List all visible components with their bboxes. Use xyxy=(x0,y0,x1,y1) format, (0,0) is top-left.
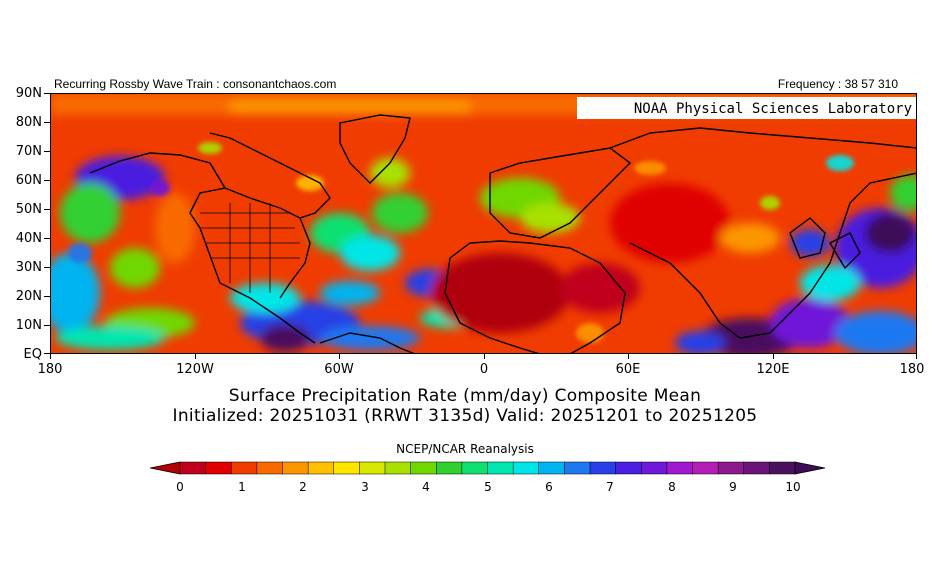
colorbar-label: 1 xyxy=(238,480,246,494)
colorbar-label: 0 xyxy=(176,480,184,494)
lon-tick xyxy=(628,354,629,359)
colorbar-cell xyxy=(179,461,207,475)
colorbar-cell xyxy=(205,461,232,475)
colorbar-cell xyxy=(333,461,360,475)
lat-tick xyxy=(44,238,50,239)
data-source-label: NCEP/NCAR Reanalysis xyxy=(396,442,534,456)
colorbar-cell xyxy=(487,461,514,475)
header-right-text: Frequency : 38 57 310 xyxy=(777,77,898,91)
lon-label-60e: 60E xyxy=(615,362,641,377)
lon-label-0: 0 xyxy=(479,362,489,377)
colorbar-cells xyxy=(150,461,825,475)
colorbar-cell xyxy=(692,461,719,475)
colorbar-cell xyxy=(410,461,437,475)
lon-label-180w: 180 xyxy=(37,362,63,377)
lat-label-10n: 10N xyxy=(15,318,42,333)
noaa-badge-bg xyxy=(577,97,917,119)
lon-tick xyxy=(195,354,196,359)
lon-tick xyxy=(50,354,51,359)
colorbar-cell xyxy=(589,461,617,475)
colorbar-label: 7 xyxy=(606,480,614,494)
lat-label-60n: 60N xyxy=(15,173,42,188)
colorbar-cell xyxy=(256,461,283,475)
map-subtitle: Initialized: 20251031 (RRWT 3135d) Valid… xyxy=(172,406,758,426)
colorbar-label: 2 xyxy=(299,480,307,494)
map-frame xyxy=(50,93,917,354)
colorbar-cell xyxy=(384,461,412,475)
colorbar-cell xyxy=(538,461,565,475)
lat-label-70n: 70N xyxy=(15,144,42,159)
lon-tick xyxy=(916,354,917,359)
lat-label-30n: 30N xyxy=(15,260,42,275)
map-svg: NOAA Physical Sciences Laboratory xyxy=(50,93,917,354)
lat-tick xyxy=(44,209,50,210)
lat-tick xyxy=(44,180,50,181)
lat-tick xyxy=(44,122,50,123)
coastlines xyxy=(89,114,917,354)
colorbar-cell xyxy=(641,461,668,475)
colorbar-over-arrow xyxy=(794,461,825,475)
colorbar-cell xyxy=(564,461,591,475)
colorbar-cell xyxy=(307,461,335,475)
colorbar-cell xyxy=(359,461,386,475)
colorbar-cell xyxy=(512,461,540,475)
colorbar xyxy=(150,461,825,475)
header-left-text: Recurring Rossby Wave Train : consonantc… xyxy=(54,77,337,91)
colorbar-label: 3 xyxy=(361,480,369,494)
colorbar-label: 5 xyxy=(484,480,492,494)
lon-label-180e: 180 xyxy=(899,362,925,377)
colorbar-label: 6 xyxy=(545,480,553,494)
lat-label-eq: EQ xyxy=(23,347,42,362)
lat-label-40n: 40N xyxy=(15,231,42,246)
lat-tick xyxy=(44,151,50,152)
precipitation-map: NOAA Physical Sciences Laboratory xyxy=(50,93,917,354)
lat-tick xyxy=(44,267,50,268)
colorbar-cell xyxy=(282,461,309,475)
lat-tick xyxy=(44,93,50,94)
lat-tick xyxy=(44,325,50,326)
colorbar-label: 9 xyxy=(729,480,737,494)
map-title: Surface Precipitation Rate (mm/day) Comp… xyxy=(228,386,702,406)
lat-label-90n: 90N xyxy=(15,86,42,101)
lon-tick xyxy=(484,354,485,359)
noaa-badge: NOAA Physical Sciences Laboratory xyxy=(634,101,912,117)
colorbar-cell xyxy=(717,461,745,475)
lon-label-60w: 60W xyxy=(324,362,354,377)
colorbar-cell xyxy=(461,461,488,475)
colorbar-label: 10 xyxy=(785,480,801,494)
lon-label-120w: 120W xyxy=(176,362,214,377)
lat-label-20n: 20N xyxy=(15,289,42,304)
colorbar-cell xyxy=(436,461,463,475)
colorbar-cell xyxy=(769,461,796,475)
lon-tick xyxy=(339,354,340,359)
lon-label-120e: 120E xyxy=(756,362,790,377)
lat-tick xyxy=(44,353,50,354)
lon-tick xyxy=(773,354,774,359)
lat-label-80n: 80N xyxy=(15,115,42,130)
colorbar-label: 8 xyxy=(668,480,676,494)
us-state-borders xyxy=(200,203,300,293)
colorbar-cell xyxy=(231,461,258,475)
colorbar-cell xyxy=(666,461,693,475)
lat-label-50n: 50N xyxy=(15,202,42,217)
colorbar-cell xyxy=(743,461,770,475)
colorbar-under-arrow xyxy=(150,461,181,475)
colorbar-label: 4 xyxy=(422,480,430,494)
lat-tick xyxy=(44,296,50,297)
colorbar-cell xyxy=(615,461,642,475)
